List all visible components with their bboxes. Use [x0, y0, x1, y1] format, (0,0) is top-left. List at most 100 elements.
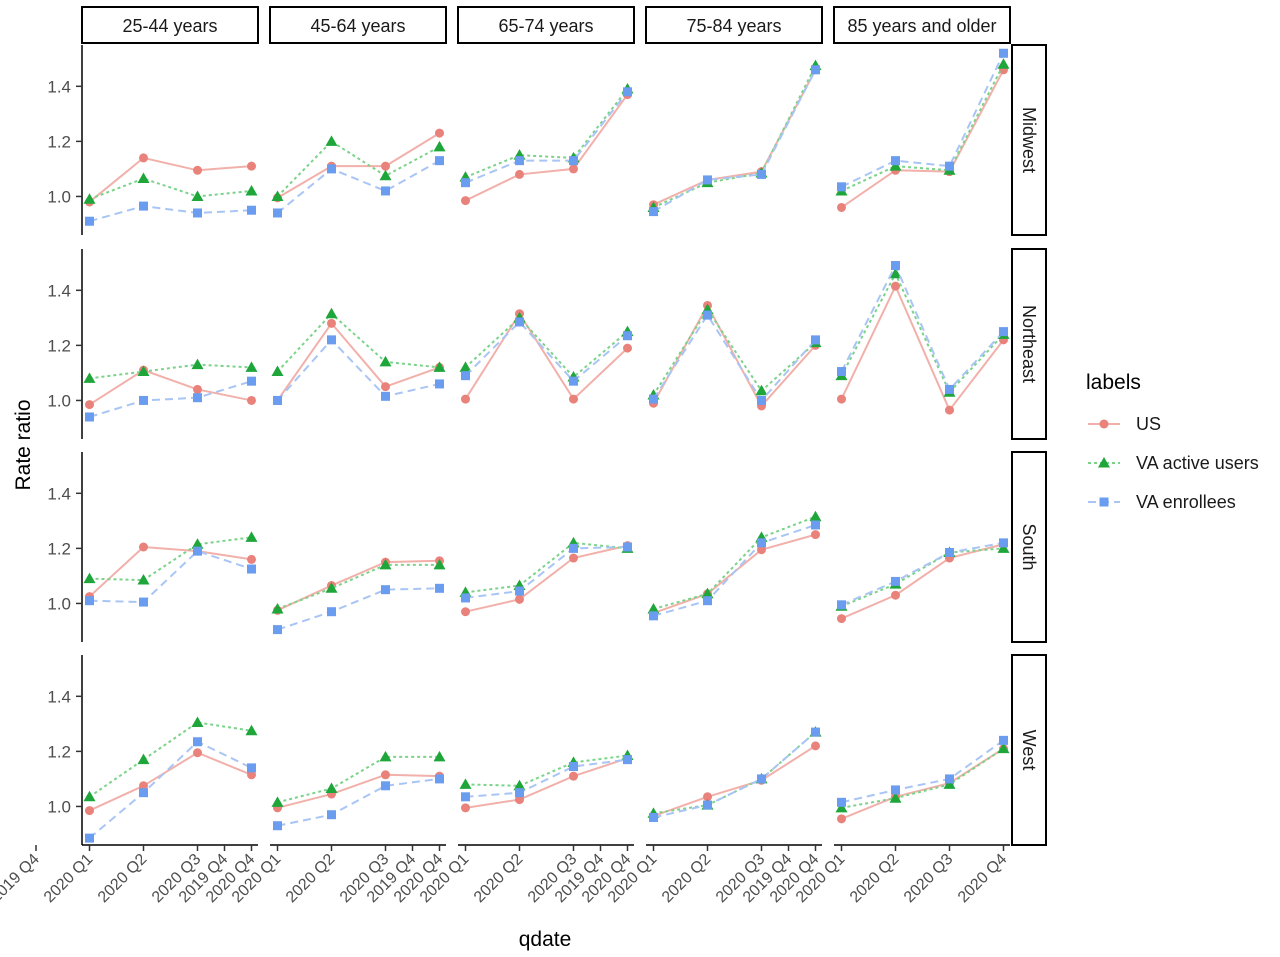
panel-northeast-45-64-years: [271, 307, 446, 405]
data-point: [325, 135, 338, 146]
data-point: [461, 607, 470, 617]
series-va-active-users: [271, 750, 446, 807]
legend-label: VA active users: [1136, 453, 1259, 473]
data-point: [85, 412, 94, 422]
data-point: [191, 190, 204, 201]
data-point: [569, 164, 578, 174]
series-line: [89, 177, 252, 201]
row-strip-northeast: Northeast: [1011, 248, 1047, 440]
panel-west-85-years-and-older: [835, 735, 1010, 824]
data-point: [381, 382, 390, 392]
y-tick-label: 1.4: [47, 281, 71, 300]
data-point: [273, 395, 282, 405]
series-line: [464, 311, 629, 401]
series-line: [653, 69, 817, 206]
data-point: [379, 750, 392, 762]
data-point: [245, 724, 258, 736]
series-line: [465, 754, 628, 787]
data-point: [703, 792, 712, 802]
data-point: [325, 582, 338, 593]
series-line: [88, 721, 252, 798]
series-line: [276, 140, 440, 198]
facet-strips: 25-44 years 45-64 years 65-74 years 75-84 y…: [81, 6, 1011, 44]
data-point: [649, 207, 658, 217]
series-us: [461, 541, 632, 617]
data-point: [139, 597, 148, 607]
data-point: [837, 394, 846, 404]
series-line: [89, 205, 252, 223]
series-line: [277, 559, 440, 612]
data-point: [193, 748, 202, 758]
data-point: [757, 395, 766, 405]
y-tick-label: 1.4: [47, 77, 71, 96]
data-point: [271, 796, 284, 807]
data-point: [889, 160, 902, 171]
series-line: [464, 316, 629, 379]
data-point: [327, 810, 336, 820]
column-strip-label: 25-44 years: [122, 16, 217, 36]
data-point: [837, 614, 846, 624]
series-va-active-users: [835, 58, 1010, 196]
series-va-enrollees: [85, 737, 256, 843]
panel-south-65-74-years: [459, 536, 634, 617]
data-point: [85, 596, 94, 606]
data-point: [703, 800, 712, 810]
data-point: [945, 548, 954, 558]
column-strip-box: [457, 6, 635, 44]
data-point: [85, 806, 94, 816]
series-us: [649, 300, 820, 411]
y-tick-label: 1.2: [47, 539, 71, 558]
column-strip-85-years-and-older: 85 years and older: [833, 6, 1011, 44]
series-line: [841, 541, 1004, 606]
data-point: [757, 169, 766, 179]
data-point: [515, 169, 524, 179]
data-point: [271, 365, 284, 377]
legend-title: labels: [1086, 371, 1141, 394]
data-point: [245, 361, 258, 372]
series-va-active-users: [459, 536, 634, 597]
x-tick-label: 2020 Q2: [283, 851, 338, 906]
row-strip-box: [1011, 44, 1047, 236]
x-tick-label: 2020 Q2: [471, 851, 526, 906]
row-strip-midwest: Midwest: [1011, 44, 1047, 236]
data-point: [273, 208, 282, 218]
series-us: [273, 770, 444, 813]
series-va-enrollees: [649, 65, 820, 217]
data-point: [943, 778, 956, 789]
data-point: [623, 87, 632, 97]
series-line: [277, 777, 440, 827]
data-point: [891, 576, 900, 586]
data-point: [891, 156, 900, 166]
data-point: [247, 205, 256, 215]
data-point: [85, 400, 94, 410]
data-point: [245, 531, 258, 542]
data-point: [273, 625, 282, 635]
data-point: [381, 585, 390, 595]
panel-midwest-65-74-years: [459, 83, 634, 206]
data-point: [703, 175, 712, 185]
panel-northeast-85-years-and-older: [835, 261, 1010, 415]
series-line: [841, 543, 1004, 620]
series-us: [85, 748, 256, 816]
data-point: [837, 797, 846, 807]
series-va-enrollees: [837, 538, 1008, 610]
data-point: [461, 593, 470, 603]
data-point: [247, 770, 256, 780]
panel-midwest-45-64-years: [271, 128, 446, 218]
data-point: [327, 607, 336, 617]
data-point: [325, 307, 338, 319]
data-point: [569, 376, 578, 386]
series-va-active-users: [271, 135, 446, 201]
series-va-enrollees: [85, 201, 256, 226]
series-us: [649, 741, 820, 821]
data-point: [649, 611, 658, 621]
series-us: [461, 90, 632, 206]
data-point: [435, 379, 444, 389]
data-point: [139, 395, 148, 405]
data-point: [623, 542, 632, 552]
series-va-enrollees: [649, 727, 820, 822]
data-point: [891, 261, 900, 271]
series-va-active-users: [459, 311, 634, 382]
data-point: [837, 367, 846, 377]
data-point: [945, 405, 954, 415]
